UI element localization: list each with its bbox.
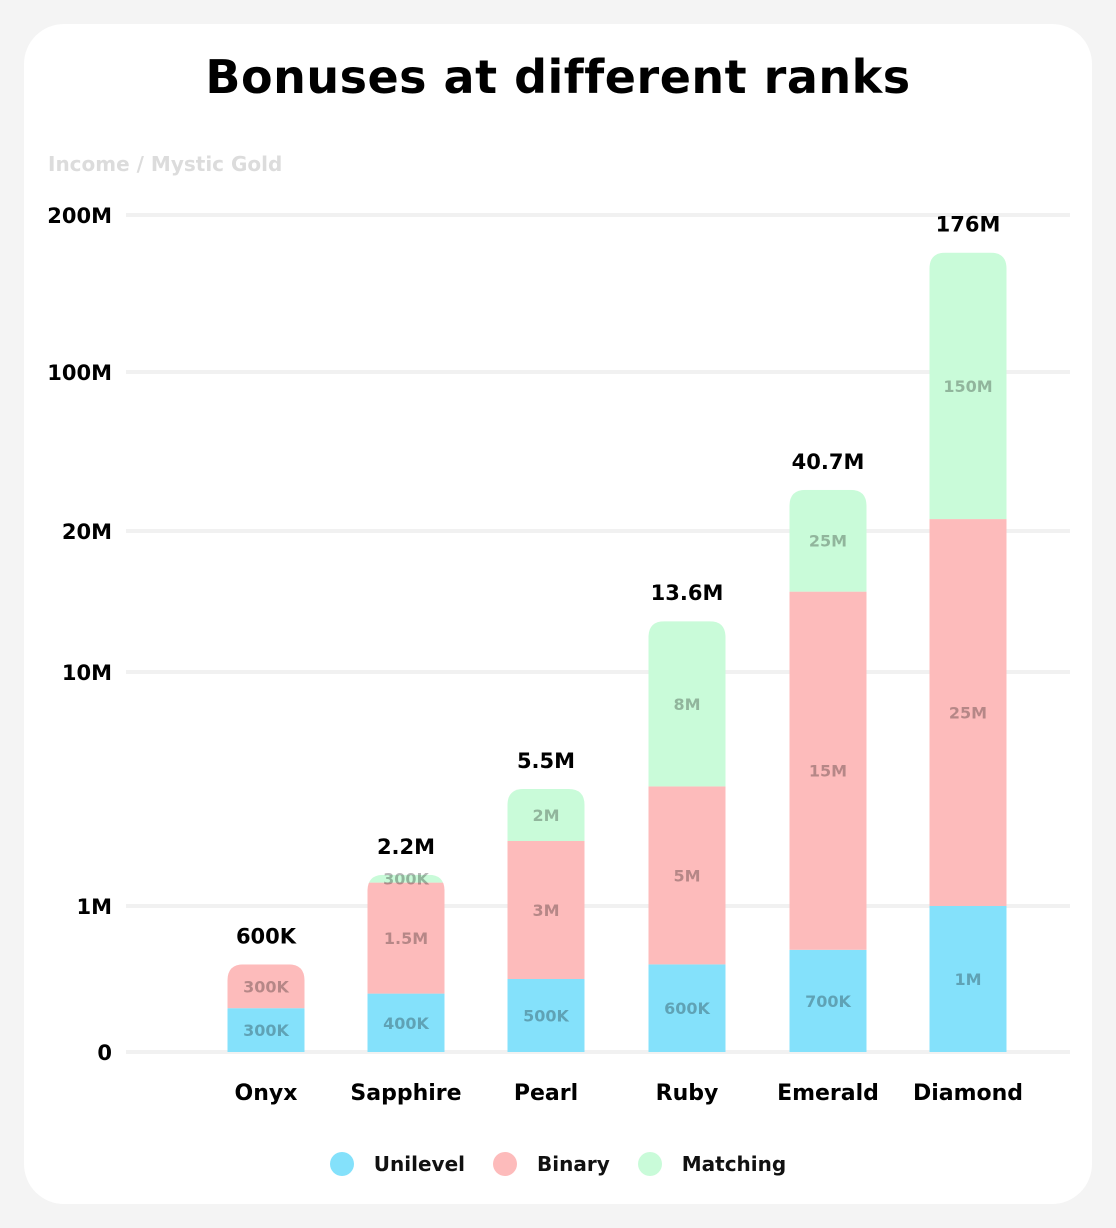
chart-title: Bonuses at different ranks	[205, 50, 911, 104]
segment-label: 15M	[809, 762, 847, 781]
segment-label: 150M	[943, 377, 992, 396]
bar-segment-matching-sapphire	[367, 874, 445, 883]
y-tick-label: 10M	[62, 661, 112, 685]
y-tick-label: 0	[97, 1041, 112, 1065]
bar-emerald	[789, 489, 867, 1052]
bar-segment-matching-pearl	[507, 789, 585, 841]
bar-segment-unilevel-diamond	[929, 906, 1007, 1052]
bar-diamond	[929, 252, 1007, 1052]
total-label: 176M	[936, 213, 1001, 237]
total-label: 600K	[236, 924, 297, 948]
x-tick-label: Diamond	[913, 1081, 1023, 1106]
legend-label: Unilevel	[373, 1152, 465, 1176]
y-tick-label: 100M	[47, 361, 112, 385]
segment-label: 400K	[383, 1014, 429, 1033]
legend-item-binary: Binary	[493, 1152, 610, 1176]
bar-segment-matching-diamond	[929, 252, 1007, 520]
bar-segment-binary-sapphire	[367, 882, 445, 994]
bar-segment-binary-onyx	[227, 964, 305, 1009]
bar-segment-matching-ruby	[648, 621, 726, 787]
x-tick-label: Emerald	[777, 1081, 879, 1106]
segment-label: 300K	[383, 870, 429, 889]
total-label: 40.7M	[792, 450, 865, 474]
legend-item-matching: Matching	[637, 1152, 787, 1176]
segment-label: 25M	[809, 532, 847, 551]
segment-label: 300K	[243, 977, 289, 996]
segment-label: 1.5M	[384, 929, 428, 948]
chart-legend: Unilevel Binary Matching	[0, 1152, 1116, 1176]
segment-label: 300K	[243, 1021, 289, 1040]
total-label: 5.5M	[517, 749, 575, 773]
segment-label: 700K	[805, 992, 851, 1011]
x-tick-label: Onyx	[235, 1081, 298, 1106]
segment-label: 1M	[954, 970, 981, 989]
y-tick-label: 1M	[76, 895, 112, 919]
bar-segment-binary-diamond	[929, 519, 1007, 906]
segment-label: 3M	[532, 901, 559, 920]
bar-segment-binary-pearl	[507, 841, 585, 979]
bar-pearl	[507, 789, 585, 1052]
segment-label: 25M	[949, 704, 987, 723]
bar-segment-matching-emerald	[789, 489, 867, 592]
x-tick-label: Ruby	[656, 1081, 719, 1106]
legend-label: Binary	[537, 1152, 610, 1176]
bar-segment-unilevel-onyx	[227, 1008, 305, 1052]
legend-swatch	[493, 1152, 517, 1176]
bar-segment-unilevel-pearl	[507, 979, 585, 1052]
segment-label: 600K	[664, 999, 710, 1018]
bar-segment-unilevel-sapphire	[367, 993, 445, 1052]
legend-label: Matching	[681, 1152, 787, 1176]
legend-swatch	[329, 1152, 354, 1176]
segment-label: 2M	[532, 806, 559, 825]
segment-label: 500K	[523, 1007, 569, 1026]
total-label: 2.2M	[377, 835, 435, 859]
bar-segment-unilevel-emerald	[789, 949, 867, 1052]
legend-item-unilevel: Unilevel	[329, 1152, 465, 1176]
bar-segment-binary-emerald	[789, 591, 867, 950]
segment-label: 5M	[673, 866, 700, 885]
legend-swatch	[637, 1152, 662, 1176]
y-axis-label: Income / Mystic Gold	[48, 152, 283, 176]
segment-label: 8M	[673, 695, 700, 714]
x-tick-label: Pearl	[514, 1081, 578, 1106]
bar-sapphire	[367, 874, 445, 1052]
total-label: 13.6M	[651, 581, 724, 605]
y-tick-label: 20M	[62, 520, 112, 544]
x-tick-label: Sapphire	[350, 1081, 461, 1106]
y-tick-label: 200M	[47, 204, 112, 228]
bar-segment-binary-ruby	[648, 786, 726, 965]
bar-onyx	[227, 964, 305, 1052]
bar-segment-unilevel-ruby	[648, 964, 726, 1052]
bar-ruby	[648, 621, 726, 1052]
